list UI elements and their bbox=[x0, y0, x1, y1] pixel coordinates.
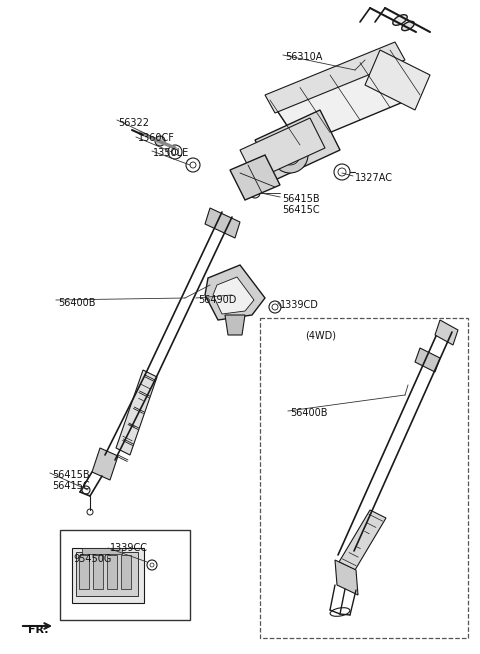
Polygon shape bbox=[415, 348, 440, 372]
Polygon shape bbox=[255, 110, 340, 180]
Text: 1350LE: 1350LE bbox=[153, 148, 189, 158]
Polygon shape bbox=[339, 510, 386, 570]
Text: 1339CC: 1339CC bbox=[110, 543, 148, 553]
Polygon shape bbox=[265, 42, 405, 113]
Circle shape bbox=[155, 136, 165, 146]
Bar bbox=[107, 555, 117, 589]
Text: 1327AC: 1327AC bbox=[355, 173, 393, 183]
Text: 56415C: 56415C bbox=[282, 205, 320, 215]
Text: 1339CD: 1339CD bbox=[280, 300, 319, 310]
Text: 56415C: 56415C bbox=[52, 481, 90, 491]
Polygon shape bbox=[335, 560, 358, 595]
Polygon shape bbox=[240, 118, 325, 180]
Polygon shape bbox=[213, 277, 254, 314]
Bar bbox=[72, 548, 144, 603]
Bar bbox=[76, 552, 138, 596]
Bar bbox=[260, 318, 468, 638]
Polygon shape bbox=[435, 320, 458, 345]
Text: 56310A: 56310A bbox=[285, 52, 323, 62]
Polygon shape bbox=[205, 208, 240, 238]
Text: (4WD): (4WD) bbox=[305, 330, 336, 340]
Polygon shape bbox=[365, 50, 430, 110]
Text: 56415B: 56415B bbox=[282, 194, 320, 204]
Text: FR.: FR. bbox=[28, 625, 48, 635]
Bar bbox=[121, 555, 131, 589]
Ellipse shape bbox=[402, 22, 414, 31]
Text: 56400B: 56400B bbox=[290, 408, 327, 418]
Polygon shape bbox=[116, 370, 157, 455]
Text: 56490D: 56490D bbox=[198, 295, 236, 305]
Ellipse shape bbox=[393, 14, 407, 26]
Polygon shape bbox=[270, 50, 420, 145]
Polygon shape bbox=[92, 448, 118, 480]
Text: 95450G: 95450G bbox=[73, 554, 111, 564]
Bar bbox=[82, 548, 122, 554]
Circle shape bbox=[272, 137, 308, 173]
Bar bbox=[93, 555, 103, 589]
Polygon shape bbox=[225, 315, 245, 335]
Polygon shape bbox=[230, 155, 280, 200]
Text: 56415B: 56415B bbox=[52, 470, 90, 480]
Polygon shape bbox=[205, 265, 265, 320]
Bar bbox=[79, 555, 89, 589]
Text: 56322: 56322 bbox=[118, 118, 149, 128]
Circle shape bbox=[286, 151, 294, 159]
Bar bbox=[60, 530, 190, 620]
Text: 1360CF: 1360CF bbox=[138, 133, 175, 143]
Text: 56400B: 56400B bbox=[58, 298, 96, 308]
